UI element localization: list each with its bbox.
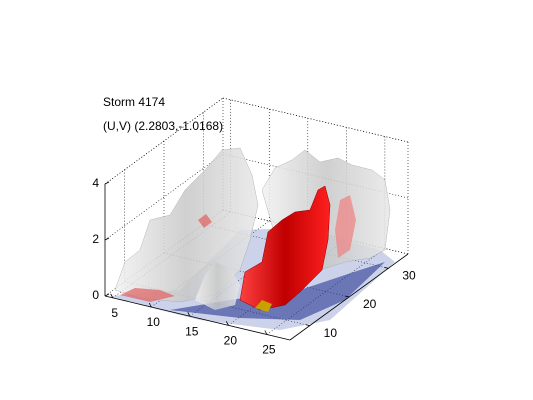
grid-line [104,97,224,185]
red-surface [198,214,212,228]
axes: 5 10 15 20 25 10 20 30 0 2 4 [92,176,416,357]
z-tick [104,181,110,185]
grid-line [104,153,224,241]
yellow-core [255,300,272,312]
y-tick [384,266,389,269]
y-tick [305,324,310,327]
grid-line [222,97,409,143]
x-tick-label: 20 [224,334,238,348]
gray-surface [195,262,240,310]
x-tick [264,330,268,335]
z-tick [104,237,110,241]
x-tick [148,302,152,308]
z-tick-label: 4 [92,176,99,190]
y-tick-label: 30 [402,269,416,283]
y-tick [344,295,350,298]
x-tick [225,321,229,326]
red-surface [335,195,356,258]
red-surface [120,288,175,302]
isosurfaces [110,147,395,330]
z-tick [104,293,110,297]
x-axis [104,295,291,341]
grid-line [266,248,386,335]
x-tick [187,311,191,317]
x-tick-label: 5 [111,306,118,320]
z-tick-label: 2 [92,232,99,246]
y-tick-label: 20 [363,297,377,311]
chart-subtitle: (U,V) (2.2803,-1.0168) [103,119,223,133]
box-edge [222,97,409,143]
x-tick [110,293,114,299]
red-surface [239,185,331,311]
z-tick-label: 0 [92,288,99,302]
chart-title: Storm 4174 [103,95,165,109]
x-tick-label: 25 [262,343,276,357]
x-tick-label: 15 [185,324,199,338]
y-tick-label: 10 [324,326,338,340]
x-tick-label: 10 [147,315,161,329]
